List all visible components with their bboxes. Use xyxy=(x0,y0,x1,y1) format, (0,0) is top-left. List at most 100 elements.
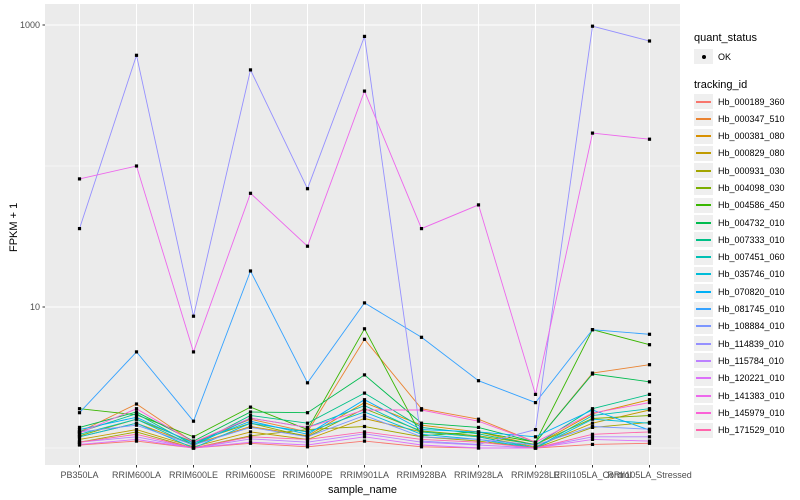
data-point xyxy=(305,435,310,439)
legend-item: Hb_120221_010 xyxy=(694,370,785,387)
data-point xyxy=(647,401,652,405)
legend-item-label: Hb_108884_010 xyxy=(718,321,785,332)
data-point xyxy=(77,177,82,181)
legend-key-swatch xyxy=(694,111,713,127)
data-point xyxy=(647,343,652,347)
data-point xyxy=(647,439,652,443)
data-point xyxy=(248,416,253,420)
data-point xyxy=(305,411,310,415)
legend-key-swatch xyxy=(694,94,713,109)
legend-key-line-icon xyxy=(696,135,711,138)
legend-key-swatch xyxy=(694,336,713,352)
legend-item-label: Hb_004098_030 xyxy=(718,182,785,193)
legend-item-label: Hb_081745_010 xyxy=(718,304,785,315)
data-point xyxy=(134,428,139,432)
legend-item: Hb_171529_010 xyxy=(694,422,785,439)
legend-item: Hb_000381_080 xyxy=(694,128,785,145)
data-point xyxy=(77,442,82,446)
data-point xyxy=(77,440,82,444)
data-point xyxy=(476,430,481,434)
x-tick-label: PB350LA xyxy=(60,470,98,480)
data-point xyxy=(419,440,424,444)
data-point xyxy=(647,430,652,434)
major-gridlines xyxy=(45,4,680,465)
data-point xyxy=(476,419,481,423)
data-point xyxy=(248,425,253,429)
data-point xyxy=(590,24,595,28)
legend-item-label: Hb_115784_010 xyxy=(718,355,784,366)
data-point xyxy=(476,440,481,444)
data-point xyxy=(248,421,253,425)
legend-item-label: Hb_000931_030 xyxy=(718,165,785,176)
legend-key-line-icon xyxy=(696,290,711,293)
legend-key-line-icon xyxy=(696,169,711,172)
data-point xyxy=(419,445,424,449)
data-point xyxy=(476,446,481,450)
data-point xyxy=(191,419,196,423)
data-point xyxy=(248,440,253,444)
legend-key-line-icon xyxy=(696,308,711,311)
data-point xyxy=(134,407,139,411)
legend-key-line-icon xyxy=(696,186,711,189)
data-point xyxy=(647,421,652,425)
legend-title-quant-status: quant_status xyxy=(694,32,757,44)
data-point xyxy=(248,430,253,434)
data-point xyxy=(305,430,310,434)
data-point xyxy=(476,435,481,439)
data-point xyxy=(533,401,538,405)
legend-key-line-icon xyxy=(696,152,711,155)
data-point xyxy=(248,435,253,439)
x-tick-label: RRIM600SE xyxy=(225,470,275,480)
legend-key-swatch xyxy=(694,232,713,248)
legend-item-label: Hb_141383_010 xyxy=(718,390,785,401)
data-point xyxy=(362,327,367,331)
legend-item-label: Hb_035746_010 xyxy=(718,269,785,280)
legend-key-swatch xyxy=(694,301,713,317)
data-point xyxy=(647,427,652,431)
data-point xyxy=(248,405,253,409)
axis-ticks xyxy=(42,24,650,468)
legend-item: Hb_070820_010 xyxy=(694,283,785,300)
y-tick-label: 1000 xyxy=(20,20,40,30)
data-point xyxy=(647,380,652,384)
legend-key-line-icon xyxy=(696,325,711,328)
data-point xyxy=(590,408,595,412)
data-point xyxy=(248,410,253,414)
tick-labels: 10 1000 PB350LA RRIM600LA RRIM600LE RRIM600SE… xyxy=(20,20,692,480)
legend-item-label: Hb_000347_510 xyxy=(718,113,785,124)
data-point xyxy=(191,435,196,439)
data-point xyxy=(533,443,538,447)
data-point xyxy=(248,419,253,423)
data-point xyxy=(134,435,139,439)
data-point xyxy=(533,392,538,396)
data-point xyxy=(134,415,139,419)
data-point xyxy=(533,440,538,444)
legend-key-swatch xyxy=(694,422,713,438)
legend-item-label: Hb_004732_010 xyxy=(718,217,785,228)
x-tick-label: RRIM600PE xyxy=(282,470,332,480)
legend-key-line-icon xyxy=(696,394,711,397)
legend-key-line-icon xyxy=(696,377,711,380)
data-point xyxy=(590,417,595,421)
y-axis-title: FPKM + 1 xyxy=(8,202,20,252)
data-point xyxy=(590,424,595,429)
data-point xyxy=(362,373,367,377)
legend-item: Hb_145979_010 xyxy=(694,404,785,421)
legend-item: Hb_081745_010 xyxy=(694,301,785,318)
legend-item-label: Hb_004586_450 xyxy=(718,200,785,211)
data-point xyxy=(647,413,652,418)
data-point xyxy=(476,425,481,429)
data-point xyxy=(191,443,196,447)
legend-key-swatch xyxy=(694,249,713,265)
data-point xyxy=(134,437,139,441)
data-point xyxy=(305,440,310,444)
data-point xyxy=(590,442,595,446)
data-point xyxy=(590,411,595,415)
data-point xyxy=(134,423,139,427)
legend-key-swatch xyxy=(694,197,713,213)
legend-key-line-icon xyxy=(696,204,711,207)
legend-key-swatch xyxy=(694,49,713,64)
data-point xyxy=(362,398,367,402)
data-point xyxy=(419,430,424,434)
legend-item: Hb_115784_010 xyxy=(694,352,785,369)
